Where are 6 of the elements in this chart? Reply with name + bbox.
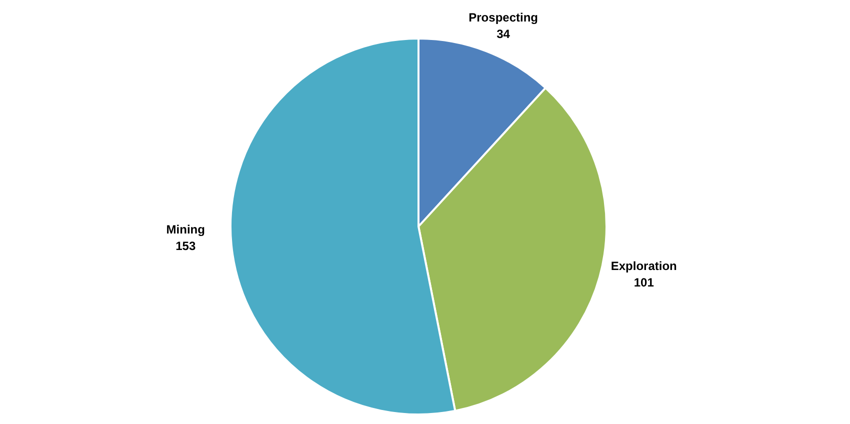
slice-label: Prospecting xyxy=(468,10,538,24)
slice-label: Exploration xyxy=(610,258,677,273)
data-label: 101 xyxy=(634,275,654,290)
data-label: 153 xyxy=(176,238,196,253)
data-label: 34 xyxy=(496,26,510,41)
slice-label: Mining xyxy=(166,222,205,236)
